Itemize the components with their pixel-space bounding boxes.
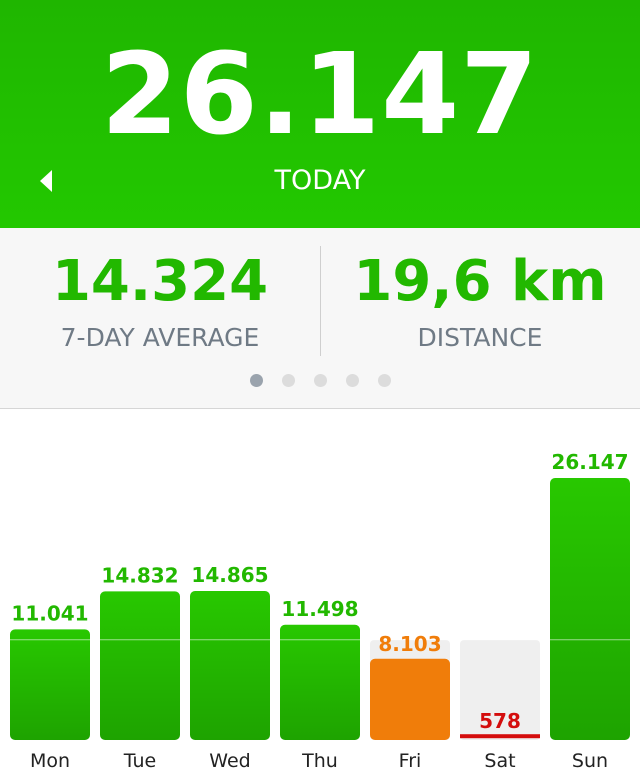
bar-value-label: 578 — [479, 709, 521, 733]
header: 26.147 TODAY — [0, 0, 640, 228]
distance-value: 19,6 km — [353, 249, 607, 314]
day-label: Fri — [399, 750, 422, 772]
average-label: 7-DAY AVERAGE — [60, 323, 260, 352]
day-label: Tue — [123, 750, 156, 772]
bar-tue[interactable] — [100, 591, 180, 740]
bar-value-label: 11.041 — [11, 601, 88, 625]
steps-today-value: 26.147 — [100, 30, 540, 160]
day-label: Wed — [209, 750, 250, 772]
distance-label: DISTANCE — [417, 323, 543, 352]
bar-sun[interactable] — [550, 478, 630, 740]
bar-value-label: 11.498 — [281, 597, 358, 621]
page-dot[interactable] — [281, 374, 295, 387]
bar-fri[interactable] — [370, 658, 450, 740]
day-label: Thu — [301, 750, 338, 772]
day-label: Mon — [30, 750, 70, 772]
previous-day-button[interactable] — [36, 168, 58, 194]
day-label: Sat — [484, 750, 515, 772]
stats-panel[interactable]: 14.324 7-DAY AVERAGE 19,6 km DISTANCE — [0, 228, 640, 409]
weekly-steps-chart[interactable]: 11.041 Mon 14.832 Tue 14.865 Wed 11.498 Thu 8.10… — [0, 409, 640, 777]
stats-divider — [320, 246, 321, 356]
bar-wed[interactable] — [190, 591, 270, 740]
average-stat: 14.324 7-DAY AVERAGE — [0, 246, 320, 356]
chevron-left-icon — [40, 170, 52, 192]
page-dot[interactable] — [345, 374, 359, 387]
page-dot[interactable] — [313, 374, 327, 387]
bar-thu[interactable] — [280, 624, 360, 740]
bar-value-label: 26.147 — [551, 450, 628, 474]
bar-sat[interactable] — [460, 734, 540, 739]
bar-track — [460, 640, 540, 740]
page-dot[interactable] — [249, 374, 263, 387]
average-value: 14.324 — [51, 249, 269, 314]
bar-value-label: 8.103 — [378, 632, 441, 656]
bar-value-label: 14.865 — [191, 563, 268, 587]
page-dot[interactable] — [377, 374, 391, 387]
page-indicator[interactable] — [0, 374, 640, 387]
period-label: TODAY — [274, 165, 366, 196]
bar-mon[interactable] — [10, 629, 90, 740]
bar-value-label: 14.832 — [101, 563, 178, 587]
distance-stat: 19,6 km DISTANCE — [320, 246, 640, 356]
day-label: Sun — [572, 750, 608, 772]
